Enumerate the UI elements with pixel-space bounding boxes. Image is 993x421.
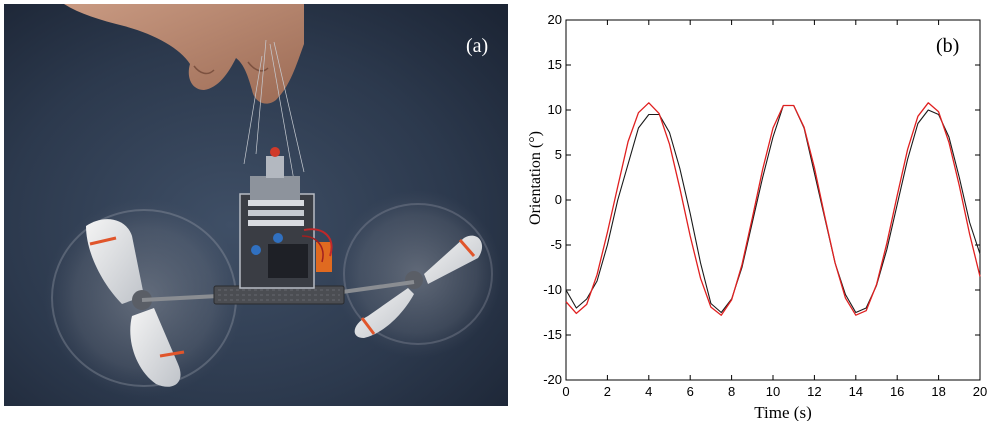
- x-tick-label: 2: [604, 384, 611, 399]
- central-mechanism: [239, 147, 333, 289]
- orientation-chart: 0 2 4 6 8 10 12 14 16 18 20 -20 -15 -10 -5 0 5 10 15 20 Tim…: [527, 12, 987, 421]
- x-tick-label: 14: [849, 384, 863, 399]
- plot-frame: [565, 19, 981, 381]
- series-line-measured: [565, 104, 981, 314]
- x-tick-label: 10: [766, 384, 780, 399]
- y-tick-label: 0: [555, 192, 562, 207]
- y-tick-label: -5: [550, 237, 562, 252]
- x-tick-label: 4: [645, 384, 652, 399]
- x-tick-label: 0: [562, 384, 569, 399]
- x-tick-label: 20: [973, 384, 987, 399]
- x-tick-label: 12: [807, 384, 821, 399]
- suspension-strings: [243, 39, 305, 193]
- x-tick-label: 6: [687, 384, 694, 399]
- panel-label-b: (b): [936, 35, 959, 57]
- x-tick-label: 16: [890, 384, 904, 399]
- y-tick-label: -15: [543, 327, 562, 342]
- chart-ticks: 0 2 4 6 8 10 12 14 16 18 20 -20 -15 -10 -5 0 5 10 15 20: [543, 12, 987, 399]
- robot-photo: (a): [4, 4, 508, 406]
- y-axis-title: Orientation (°): [527, 131, 544, 225]
- chart-series: [565, 102, 981, 316]
- series-line-fit: [565, 102, 981, 316]
- panel-label-a: (a): [466, 35, 488, 57]
- chart-axes: [565, 19, 981, 381]
- hand: [64, 4, 304, 104]
- x-axis-title: Time (s): [754, 403, 811, 421]
- x-tick-label: 8: [728, 384, 735, 399]
- y-tick-label: 5: [555, 147, 562, 162]
- y-tick-label: 10: [548, 102, 562, 117]
- frame-beam: [141, 280, 415, 305]
- y-tick-label: 20: [548, 12, 562, 27]
- y-tick-label: 15: [548, 57, 562, 72]
- right-rotor: [334, 190, 502, 358]
- x-tick-label: 18: [931, 384, 945, 399]
- y-tick-label: -10: [543, 282, 562, 297]
- y-tick-label: -20: [543, 372, 562, 387]
